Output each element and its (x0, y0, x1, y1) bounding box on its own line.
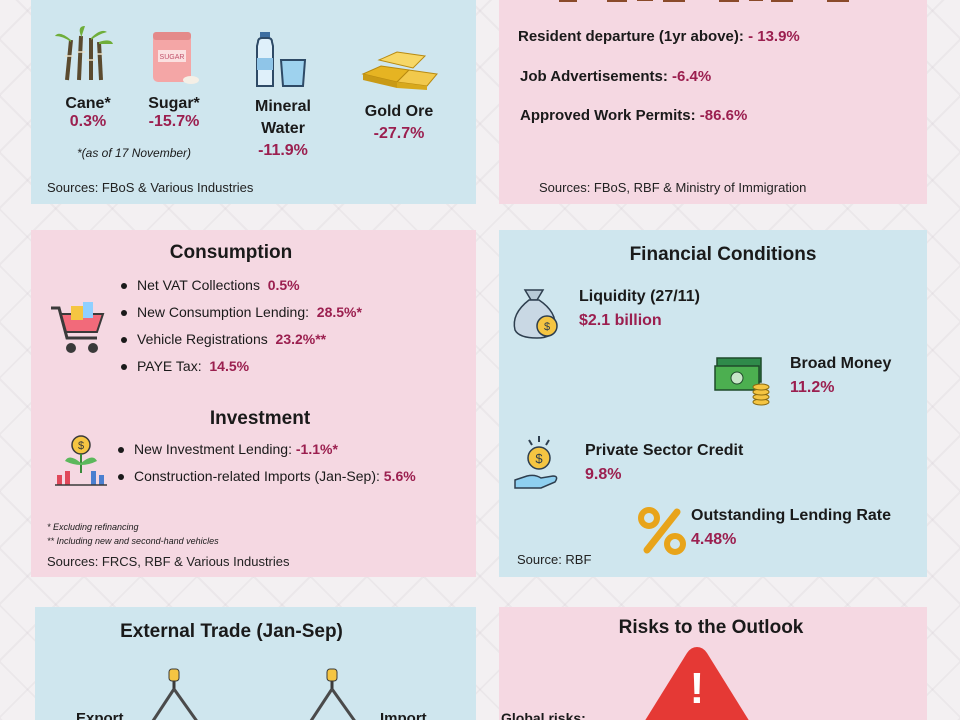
broad-money-label: Broad Money (790, 355, 892, 372)
warning-glyph: ! (690, 664, 705, 713)
lending-rate-value: 4.48% (691, 531, 737, 548)
export-label: Export (76, 710, 124, 720)
job-ads-label: Job Advertisements: (520, 68, 668, 85)
work-permits-label: Approved Work Permits: (520, 107, 696, 124)
cane-value: 0.3% (69, 113, 107, 130)
financial-conditions-panel: Financial Conditions $ Liquidity (27/11)… (499, 230, 927, 577)
sugar-bag-label: SUGAR (160, 54, 185, 61)
shopping-cart-icon (51, 302, 105, 353)
list-item: PAYE Tax: 14.5% (119, 353, 362, 380)
list-item: Construction-related Imports (Jan-Sep): … (116, 463, 416, 490)
labour-source: Sources: FBoS, RBF & Ministry of Immigra… (539, 180, 807, 195)
list-item: Vehicle Registrations 23.2%** (119, 326, 362, 353)
job-ads-value: -6.4% (672, 68, 712, 85)
list-item: New Investment Lending: -1.1%* (116, 436, 416, 463)
private-sector-credit-value: 9.8% (585, 466, 622, 483)
mineral-water-label: Mineral Water (254, 98, 311, 137)
consumption-source: Sources: FRCS, RBF & Various Industries (47, 554, 290, 569)
lending-rate-label: Outstanding Lending Rate (691, 507, 891, 524)
water-bottle-icon (256, 32, 307, 87)
consumption-list: Net VAT Collections 0.5% New Consumption… (119, 272, 362, 380)
sugar-bag-icon: SUGAR (153, 32, 199, 84)
list-item: Net VAT Collections 0.5% (119, 272, 362, 299)
gold-bars-icon (361, 51, 438, 90)
mineral-water-value: -11.9% (258, 142, 308, 159)
investment-growth-icon: $ (55, 435, 107, 486)
percent-icon (638, 507, 686, 555)
financial-title: Financial Conditions (629, 244, 817, 265)
broad-money-value: 11.2% (790, 379, 835, 396)
sugar-value: -15.7% (148, 113, 200, 130)
footnote-refinancing: * Excluding refinancing (47, 522, 139, 532)
svg-text:$: $ (544, 321, 550, 333)
warning-icon: ! (645, 647, 749, 720)
list-item: New Consumption Lending: 28.5%* (119, 299, 362, 326)
gold-ore-label: Gold Ore (364, 103, 434, 120)
resident-departure-value: - 13.9% (748, 28, 800, 45)
work-permits-value: -86.6% (699, 107, 748, 124)
external-trade-panel: External Trade (Jan-Sep) Export Import (35, 607, 476, 720)
resident-departure-label: Resident departure (1yr above): (518, 28, 744, 45)
risks-title: Risks to the Outlook (618, 617, 804, 638)
gold-ore-value: -27.7% (373, 125, 425, 142)
trade-title: External Trade (Jan-Sep) (120, 621, 343, 642)
risks-panel: Risks to the Outlook ! Global risks: (499, 607, 927, 720)
consumption-title: Consumption (169, 242, 293, 263)
hand-coin-icon: $ (514, 436, 558, 489)
investment-title: Investment (209, 408, 311, 429)
people-banner-icon (559, 0, 849, 2)
liquidity-label: Liquidity (27/11) (579, 288, 700, 305)
crane-hook-right-icon (309, 668, 356, 720)
crane-hook-left-icon (151, 668, 198, 720)
production-source: Sources: FBoS & Various Industries (47, 180, 254, 195)
svg-text:$: $ (535, 451, 543, 466)
production-panel: SUGAR Cane* 0.3% Sugar* -15.7% Mineral W… (31, 0, 476, 204)
global-risks-label: Global risks: (501, 710, 586, 720)
cane-label: Cane* (65, 95, 111, 112)
sugarcane-icon (55, 26, 113, 81)
sugar-label: Sugar* (148, 95, 200, 112)
production-note: *(as of 17 November) (77, 146, 192, 160)
liquidity-value: $2.1 billion (579, 312, 662, 329)
consumption-investment-panel: Consumption Net VAT Collections 0.5% New… (31, 230, 476, 577)
money-bag-icon: $ (513, 289, 558, 339)
cash-stack-icon (714, 357, 770, 406)
private-sector-credit-label: Private Sector Credit (585, 442, 744, 459)
investment-list: New Investment Lending: -1.1%* Construct… (116, 436, 416, 490)
svg-text:$: $ (78, 440, 84, 452)
import-label: Import (380, 710, 427, 720)
footnote-vehicles: ** Including new and second-hand vehicle… (47, 536, 219, 546)
financial-source: Source: RBF (517, 552, 592, 567)
labour-panel: Resident departure (1yr above): - 13.9% … (499, 0, 927, 204)
